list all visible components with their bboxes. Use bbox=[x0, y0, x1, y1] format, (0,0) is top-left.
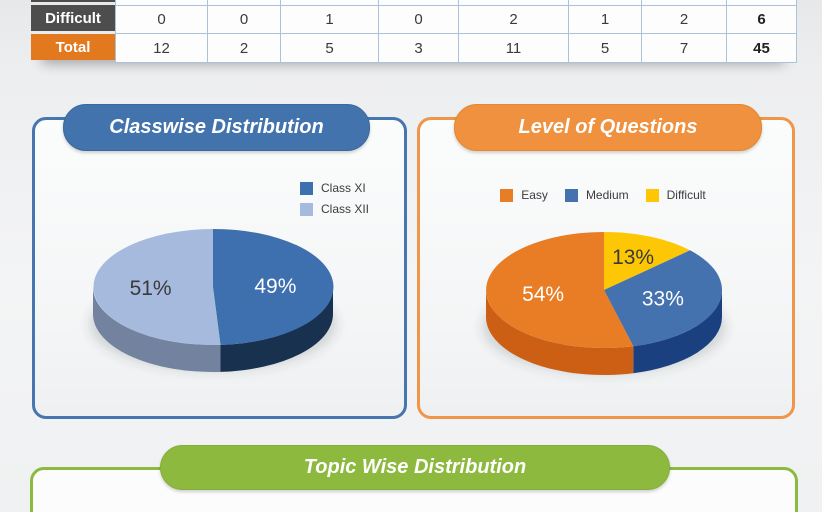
table-cell-r2-c2: 5 bbox=[281, 34, 379, 62]
legend-swatch-icon bbox=[300, 181, 313, 195]
table-cell-r2-c4: 11 bbox=[459, 34, 569, 62]
table-row-label-clipped bbox=[31, 0, 115, 2]
svg-text:33%: 33% bbox=[642, 287, 684, 310]
table-cell-r0-c6 bbox=[642, 0, 727, 6]
classwise-panel-title: Classwise Distribution bbox=[63, 104, 370, 151]
legend-item-class-xii: Class XII bbox=[300, 202, 369, 216]
legend-swatch-icon bbox=[500, 188, 514, 202]
table-cell-r0-c2 bbox=[281, 0, 379, 6]
table-row-label-total: Total bbox=[31, 34, 115, 60]
legend-label: Class XI bbox=[321, 181, 366, 195]
table-cell-r1-c2: 1 bbox=[281, 6, 379, 34]
svg-text:13%: 13% bbox=[612, 246, 654, 269]
legend-swatch-icon bbox=[645, 188, 659, 202]
table-cell-r1-c0: 0 bbox=[116, 6, 208, 34]
legend-label: Easy bbox=[521, 188, 548, 202]
topicwise-panel-title: Topic Wise Distribution bbox=[160, 445, 670, 490]
svg-text:51%: 51% bbox=[130, 277, 172, 300]
legend-swatch-icon bbox=[300, 202, 313, 216]
legend-item-easy: Easy bbox=[500, 188, 548, 202]
legend-item-difficult: Difficult bbox=[645, 188, 706, 202]
table-cell-r2-c5: 5 bbox=[569, 34, 642, 62]
table-cell-r0-c4 bbox=[459, 0, 569, 6]
classwise-title-text: Classwise Distribution bbox=[109, 116, 324, 138]
levels-panel-title: Level of Questions bbox=[454, 104, 762, 151]
table-cell-r2-c7: 45 bbox=[727, 34, 796, 62]
table-cell-r0-c0 bbox=[116, 0, 208, 6]
levels-pie-chart: 13% 33% 54% bbox=[417, 117, 789, 418]
table-cell-r2-c0: 12 bbox=[116, 34, 208, 62]
table-cell-r1-c6: 2 bbox=[642, 6, 727, 34]
table-cell-r0-c5 bbox=[569, 0, 642, 6]
legend-swatch-icon bbox=[564, 188, 578, 202]
levels-title-text: Level of Questions bbox=[518, 116, 698, 138]
legend-item-medium: Medium bbox=[564, 188, 629, 202]
table-cell-r0-c7 bbox=[727, 0, 796, 6]
svg-text:54%: 54% bbox=[522, 283, 564, 306]
table-cell-r2-c6: 7 bbox=[642, 34, 727, 62]
table-cell-r1-c7: 6 bbox=[727, 6, 796, 34]
table-cell-r1-c3: 0 bbox=[379, 6, 459, 34]
classwise-legend: Class XI Class XII bbox=[300, 181, 369, 216]
table-cell-r0-c3 bbox=[379, 0, 459, 6]
table-cell-r1-c4: 2 bbox=[459, 6, 569, 34]
legend-label: Class XII bbox=[321, 202, 370, 216]
summary-table: 0 0 1 0 2 1 2 6 12 2 5 3 11 5 7 45 bbox=[115, 0, 797, 63]
table-cell-r2-c1: 2 bbox=[208, 34, 281, 62]
table-cell-r1-c5: 1 bbox=[569, 6, 642, 34]
table-cell-r0-c1 bbox=[208, 0, 281, 6]
table-row-label-difficult: Difficult bbox=[31, 5, 115, 31]
topicwise-title-text: Topic Wise Distribution bbox=[303, 456, 527, 478]
table-cell-r1-c1: 0 bbox=[208, 6, 281, 34]
classwise-pie-chart: 49% 51% bbox=[32, 117, 401, 418]
legend-label: Difficult bbox=[666, 188, 706, 202]
levels-legend: Easy Medium Difficult bbox=[417, 188, 789, 202]
legend-item-class-xi: Class XI bbox=[300, 181, 369, 195]
svg-text:49%: 49% bbox=[254, 275, 296, 298]
legend-label: Medium bbox=[585, 188, 629, 202]
table-cell-r2-c3: 3 bbox=[379, 34, 459, 62]
